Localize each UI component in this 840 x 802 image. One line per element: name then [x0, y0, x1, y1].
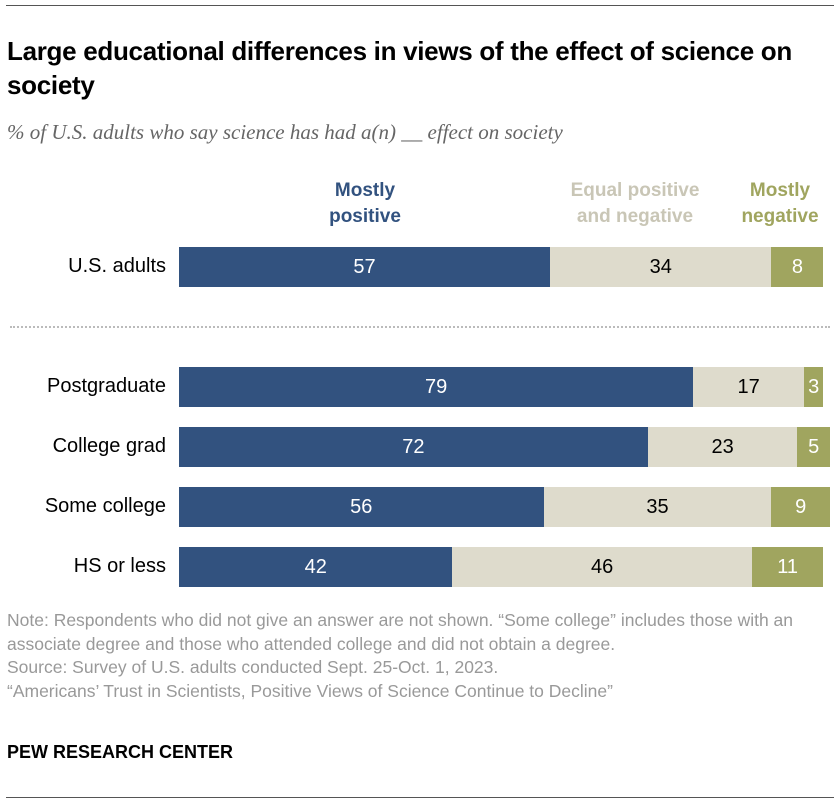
legend-mostly-positive: Mostly positive	[329, 180, 401, 227]
row-label: Some college	[44, 495, 166, 517]
data-label: 9	[795, 495, 807, 518]
bar-segment: 35	[543, 487, 772, 527]
data-label: 11	[777, 555, 799, 578]
row-label: U.S. adults	[68, 255, 166, 277]
bar-segment: 42	[179, 547, 453, 587]
data-label: 23	[711, 435, 734, 458]
data-label: 79	[425, 375, 448, 398]
note-text: Note: Respondents who did not give an an…	[7, 610, 794, 654]
bar-segment: 5	[797, 427, 830, 467]
data-label: 56	[350, 495, 373, 518]
data-label: 17	[737, 375, 760, 398]
source-text: Source: Survey of U.S. adults conducted …	[7, 657, 499, 677]
row-label: College grad	[52, 435, 166, 457]
bar-segment: 72	[179, 427, 648, 467]
chart-title: Large educational differences in views o…	[7, 36, 792, 100]
bar-segment: 17	[693, 367, 804, 407]
chart-subtitle: % of U.S. adults who say science has had…	[7, 120, 563, 144]
data-label: 42	[304, 555, 327, 578]
bottom-rule	[6, 797, 834, 798]
data-label: 8	[791, 255, 803, 278]
report-title: “Americans’ Trust in Scientists, Positiv…	[7, 680, 613, 701]
bar-segment: 56	[179, 487, 544, 527]
bar-segment: 8	[771, 247, 824, 287]
row-label: Postgraduate	[47, 375, 166, 397]
data-label: 5	[808, 435, 820, 458]
legend-equal: Equal positive and negative	[570, 180, 700, 227]
bar-segment: 57	[179, 247, 551, 287]
row-label: HS or less	[73, 555, 166, 577]
data-label: 57	[353, 255, 376, 278]
brand-logo-text: PEW RESEARCH CENTER	[7, 742, 234, 762]
bar-segment: 46	[452, 547, 752, 587]
top-rule	[6, 5, 834, 6]
bar-segment: 34	[550, 247, 772, 287]
data-label: 46	[591, 555, 614, 578]
data-label: 3	[808, 375, 820, 398]
bar-segment: 23	[647, 427, 798, 467]
bar-segment: 9	[771, 487, 830, 527]
bar-segment: 3	[803, 367, 824, 407]
bar-segment: 79	[179, 367, 694, 407]
data-label: 35	[646, 495, 669, 518]
notes: Note: Respondents who did not give an an…	[7, 609, 807, 703]
legend-mostly-negative: Mostly negative	[741, 180, 819, 227]
bar-segment: 11	[751, 547, 824, 587]
group-divider	[10, 326, 830, 328]
data-label: 34	[649, 255, 672, 278]
data-label: 72	[402, 435, 425, 458]
